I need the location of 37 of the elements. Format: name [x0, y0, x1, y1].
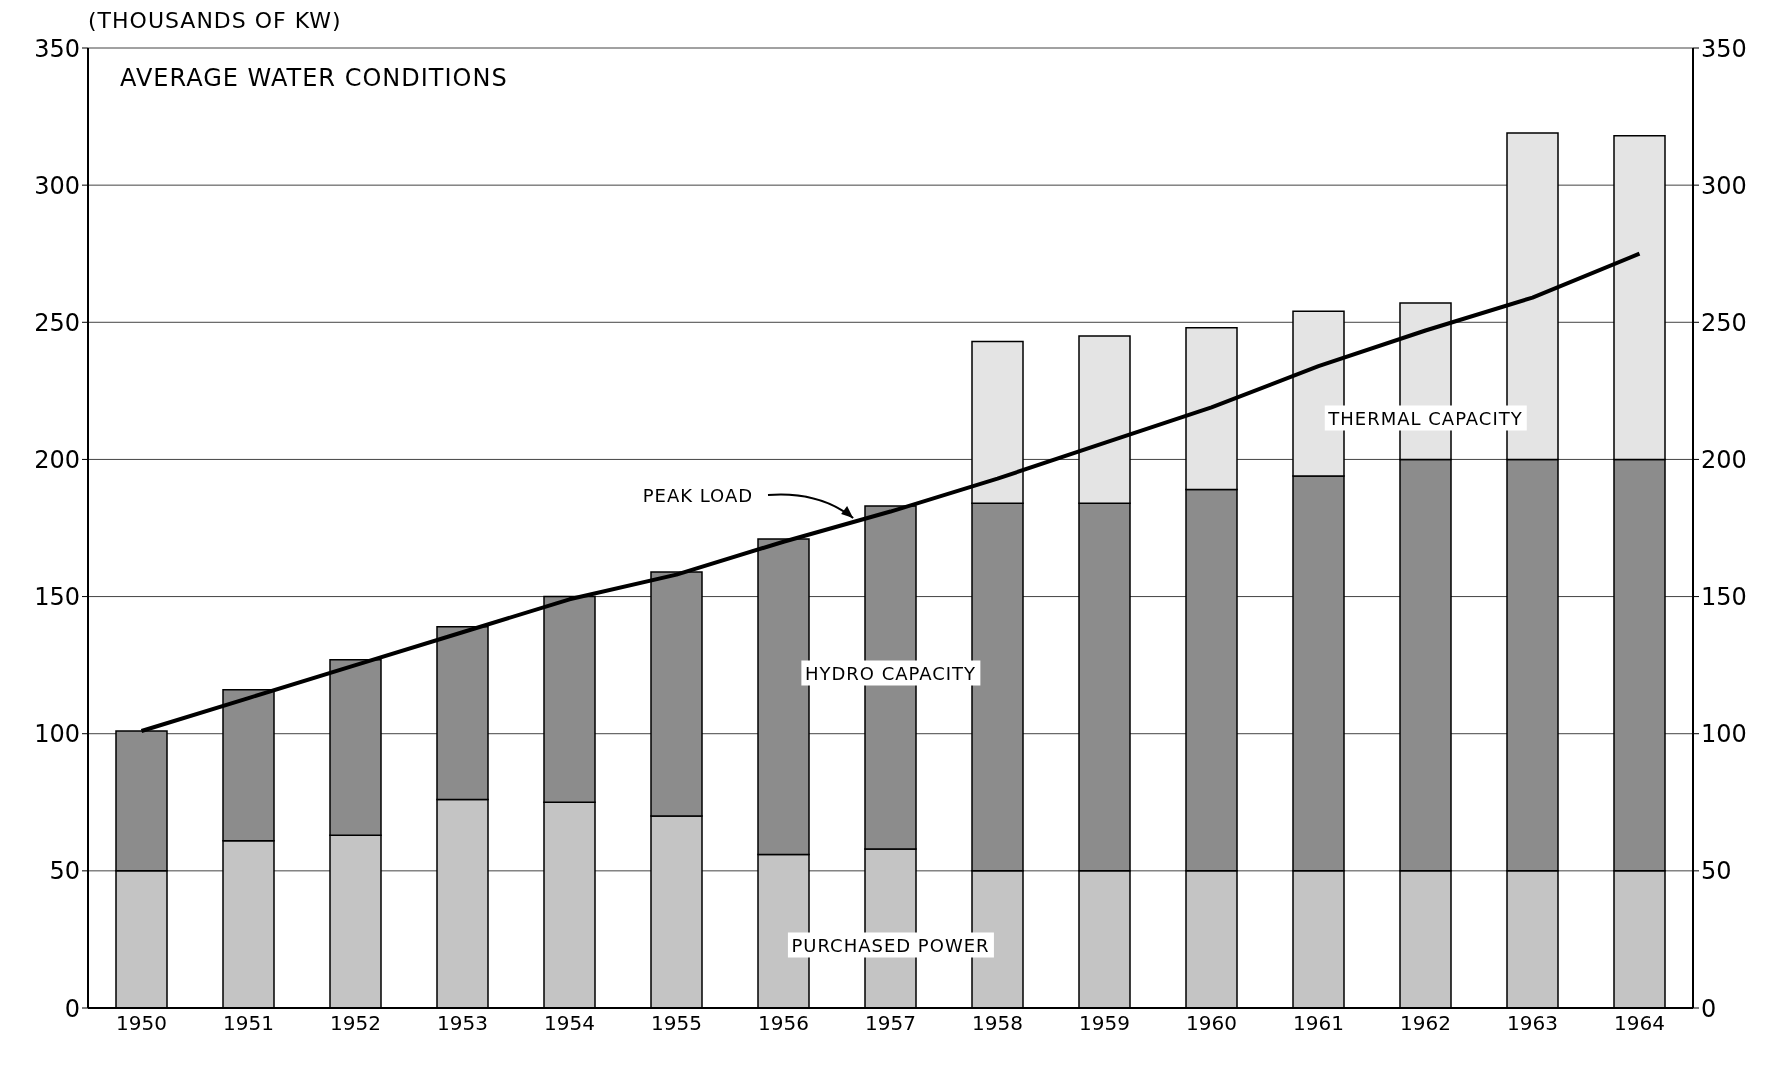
y-tick-label: 150 — [34, 583, 80, 612]
y-tick-label: 250 — [34, 308, 80, 337]
y2-tick-label: 350 — [1701, 34, 1747, 63]
y2-tick-label: 300 — [1701, 171, 1747, 200]
x-tick-label: 1961 — [1293, 1011, 1344, 1036]
x-tick-label: 1956 — [758, 1011, 809, 1036]
x-tick-label: 1952 — [330, 1011, 381, 1036]
x-tick-label: 1958 — [972, 1011, 1023, 1036]
y2-tick-label: 50 — [1701, 857, 1732, 886]
x-tick-label: 1963 — [1507, 1011, 1558, 1036]
legend-label: PEAK LOAD — [638, 482, 758, 508]
y-tick-label: 350 — [34, 34, 80, 63]
x-tick-label: 1953 — [437, 1011, 488, 1036]
y-tick-label: 300 — [34, 171, 80, 200]
y2-tick-label: 200 — [1701, 445, 1747, 474]
y2-tick-label: 250 — [1701, 308, 1747, 337]
x-tick-label: 1964 — [1614, 1011, 1665, 1036]
text: AVERAGE WATER CONDITIONS — [120, 64, 508, 92]
series-label: PURCHASED POWER — [787, 932, 994, 958]
x-tick-label: 1962 — [1400, 1011, 1451, 1036]
y2-tick-label: 0 — [1701, 994, 1717, 1023]
x-tick-label: 1950 — [116, 1011, 167, 1036]
y-tick-label: 0 — [64, 994, 80, 1023]
y2-tick-label: 150 — [1701, 583, 1747, 612]
x-tick-label: 1951 — [223, 1011, 274, 1036]
x-tick-label: 1959 — [1079, 1011, 1130, 1036]
x-tick-label: 1960 — [1186, 1011, 1237, 1036]
x-tick-label: 1954 — [544, 1011, 595, 1036]
x-tick-label: 1955 — [651, 1011, 702, 1036]
y-tick-label: 100 — [34, 720, 80, 749]
y-axis-title: (THOUSANDS OF KW) — [88, 8, 342, 33]
series-label: HYDRO CAPACITY — [800, 660, 981, 686]
x-tick-label: 1957 — [865, 1011, 916, 1036]
series-label: THERMAL CAPACITY — [1324, 405, 1527, 431]
y-tick-label: 50 — [49, 857, 80, 886]
y2-tick-label: 100 — [1701, 720, 1747, 749]
y-tick-label: 200 — [34, 445, 80, 474]
